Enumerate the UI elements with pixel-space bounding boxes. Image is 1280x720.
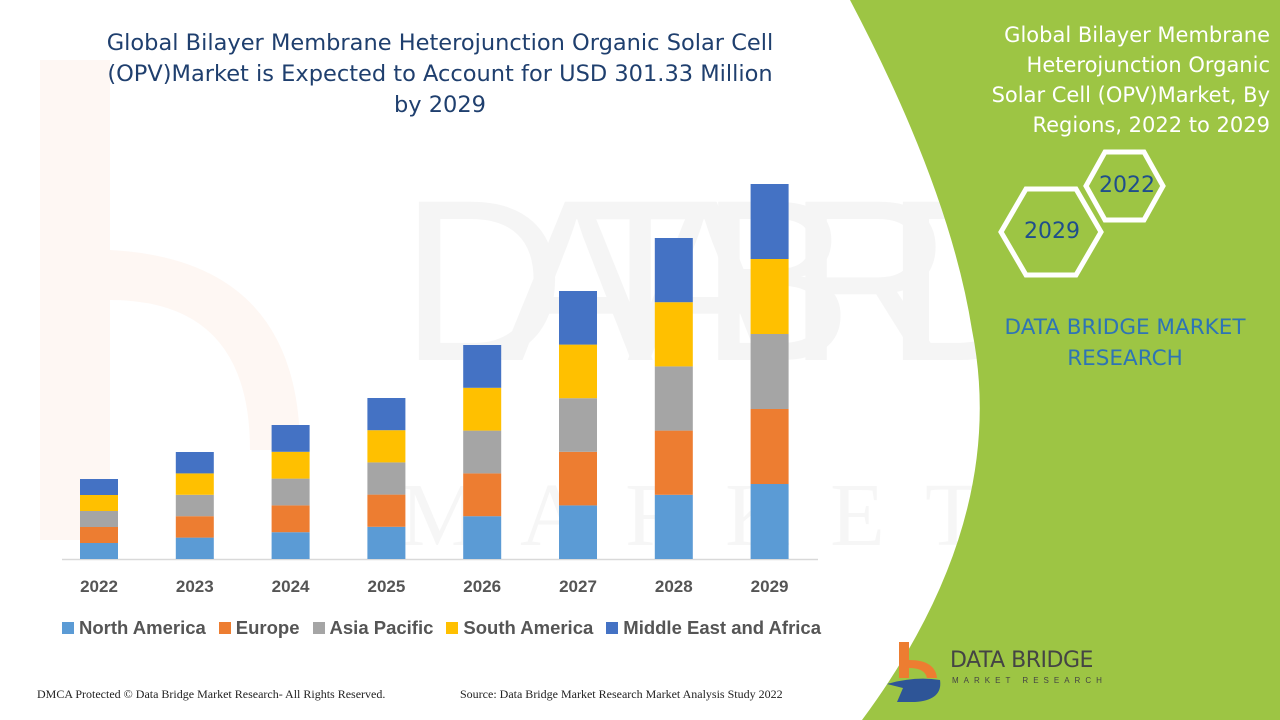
- legend-label: Middle East and Africa: [623, 617, 821, 638]
- source-text: Source: Data Bridge Market Research Mark…: [460, 687, 783, 701]
- x-tick-label: 2029: [751, 577, 789, 596]
- logo-icon: [887, 642, 941, 702]
- legend-label: North America: [79, 617, 206, 638]
- logo-text: DATA BRIDGE: [950, 648, 1093, 673]
- legend-swatch: [218, 622, 231, 634]
- brand-text: DATA BRIDGE MARKET RESEARCH: [1004, 315, 1246, 371]
- bar-2026-north-america: [463, 516, 502, 559]
- bar-2027-north-america: [559, 505, 597, 559]
- bar-2029-middle-east-and-africa: [750, 184, 789, 259]
- x-tick-label: 2025: [367, 577, 405, 596]
- bar-2028-south-america: [654, 302, 693, 367]
- bar-2024-asia-pacific: [271, 478, 310, 506]
- hex-year-2022: 2022: [1099, 173, 1155, 198]
- bar-2024-north-america: [271, 532, 310, 559]
- bar-2027-asia-pacific: [559, 398, 597, 452]
- x-tick-label: 2024: [272, 577, 310, 596]
- panel-title: Global Bilayer Membrane Heterojunction O…: [991, 23, 1270, 137]
- bar-2025-south-america: [367, 430, 406, 463]
- bar-2027-middle-east-and-africa: [559, 291, 597, 345]
- bar-2022-south-america: [80, 495, 118, 511]
- hex-year-2029: 2029: [1024, 219, 1080, 244]
- x-tick-label: 2022: [80, 577, 118, 596]
- bar-2022-europe: [80, 527, 118, 543]
- bar-2026-south-america: [463, 387, 502, 431]
- bar-2025-europe: [367, 494, 406, 527]
- bar-2027-south-america: [559, 344, 597, 399]
- bar-2024-middle-east-and-africa: [271, 425, 310, 452]
- legend: North America Europe Asia Pacific South Ame…: [62, 617, 821, 639]
- legend-label: Asia Pacific: [329, 617, 434, 638]
- bar-2023-asia-pacific: [175, 494, 214, 517]
- bar-2022-north-america: [80, 543, 118, 559]
- bar-2026-europe: [463, 473, 502, 517]
- bar-2025-north-america: [367, 526, 406, 559]
- logo-subtext: MARKET RESEARCH: [952, 676, 1107, 685]
- bar-2029-europe: [750, 409, 789, 484]
- legend-item: North America: [62, 617, 206, 639]
- stacked-bar-chart: 2022 2023 2024 2025 2026 2027 2028 2029: [62, 184, 818, 596]
- bar-2029-north-america: [750, 484, 789, 559]
- bar-2023-south-america: [175, 473, 214, 495]
- chart-title: Global Bilayer Membrane Heterojunction O…: [106, 30, 774, 118]
- legend-swatch: [62, 622, 74, 634]
- x-tick-label: 2027: [559, 577, 597, 596]
- legend-item: South America: [446, 617, 593, 639]
- bar-2029-asia-pacific: [750, 334, 789, 409]
- legend-item: Europe: [218, 617, 300, 639]
- bar-2027-europe: [559, 451, 597, 506]
- legend-swatch: [446, 622, 459, 634]
- x-tick-label: 2023: [176, 577, 214, 596]
- bar-2028-middle-east-and-africa: [654, 238, 693, 303]
- bar-2024-south-america: [271, 451, 310, 479]
- legend-label: Europe: [235, 617, 300, 638]
- bar-2024-europe: [271, 505, 310, 533]
- legend-item: Middle East and Africa: [606, 617, 821, 639]
- bar-2023-north-america: [175, 537, 214, 559]
- legend-swatch: [606, 622, 619, 634]
- x-tick-label: 2028: [655, 577, 693, 596]
- bar-2025-middle-east-and-africa: [367, 398, 406, 431]
- bar-2029-south-america: [750, 259, 789, 334]
- legend-swatch: [312, 622, 325, 634]
- bar-2022-asia-pacific: [80, 511, 118, 527]
- bar-2023-middle-east-and-africa: [175, 452, 214, 474]
- legend-label: South America: [463, 617, 594, 638]
- bar-2023-europe: [175, 516, 214, 538]
- bar-2026-asia-pacific: [463, 430, 502, 474]
- x-tick-label: 2026: [463, 577, 501, 596]
- bar-2022-middle-east-and-africa: [80, 479, 118, 495]
- bar-2026-middle-east-and-africa: [463, 345, 502, 388]
- bar-2025-asia-pacific: [367, 462, 406, 495]
- copyright-text: DMCA Protected © Data Bridge Market Rese…: [37, 687, 386, 701]
- bar-2028-europe: [654, 430, 693, 495]
- bar-2028-north-america: [654, 494, 693, 559]
- bar-2028-asia-pacific: [654, 366, 693, 431]
- legend-item: Asia Pacific: [312, 617, 434, 639]
